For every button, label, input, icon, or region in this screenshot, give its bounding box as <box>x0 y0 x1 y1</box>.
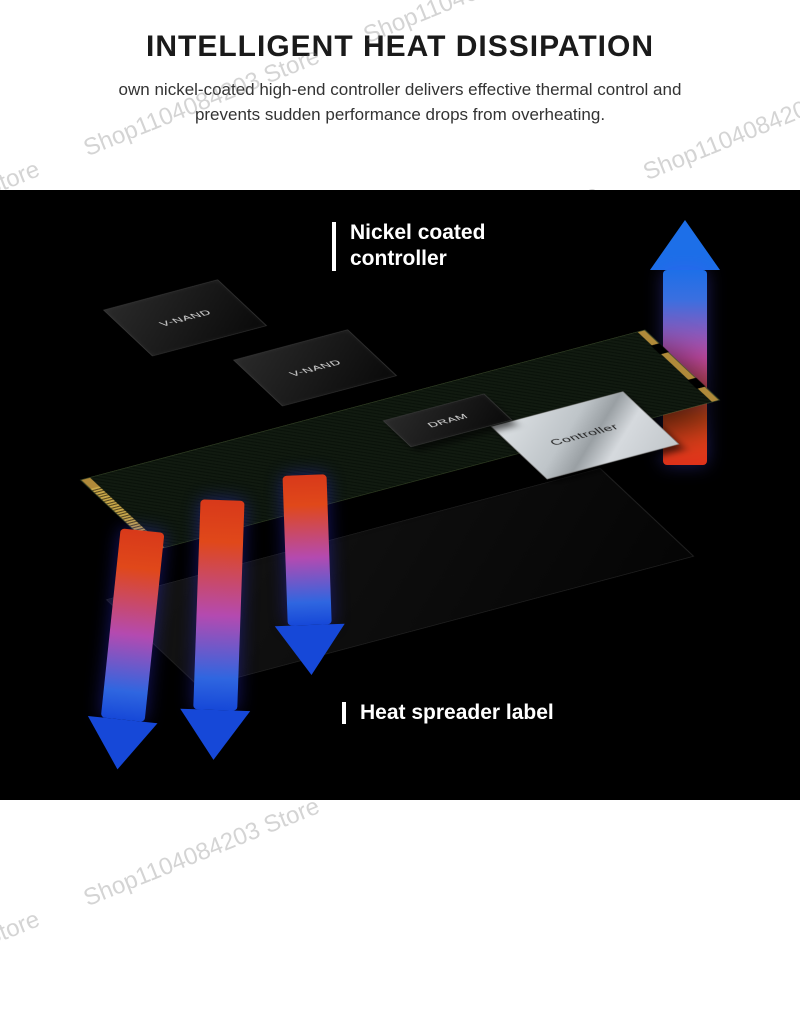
callout-controller-label: Nickel coated controller <box>350 221 485 270</box>
watermark-text: Shop1104084203 Store <box>80 793 324 913</box>
arrow-head-icon <box>275 624 347 676</box>
chip-label: V-NAND <box>287 358 344 378</box>
heat-arrows-down <box>95 510 355 780</box>
vnand-chip: V-NAND <box>103 279 267 356</box>
page-subtitle: own nickel-coated high-end controller de… <box>90 78 710 127</box>
arrow-head-icon <box>650 220 720 270</box>
arrow-shaft-icon <box>101 528 165 722</box>
callout-spreader: Heat spreader label <box>360 700 580 726</box>
page-title: INTELLIGENT HEAT DISSIPATION <box>60 30 740 64</box>
arrow-head-icon <box>178 709 250 761</box>
header: INTELLIGENT HEAT DISSIPATION own nickel-… <box>0 0 800 137</box>
callout-controller: Nickel coated controller <box>350 220 570 273</box>
arrow-shaft-icon <box>193 499 244 710</box>
heat-arrow-down <box>83 527 178 773</box>
arrow-head-icon <box>83 716 158 773</box>
callout-bar-icon <box>332 222 336 271</box>
chip-label: V-NAND <box>157 308 214 328</box>
diagram-stage: Nickel coated controller V-NAND V-NAND D… <box>0 190 800 800</box>
callout-spreader-label: Heat spreader label <box>360 701 554 724</box>
heat-arrow-down <box>178 499 257 761</box>
watermark-text: Shop1104084203 Store <box>0 906 44 1026</box>
heat-arrow-down <box>270 474 347 676</box>
vnand-chip: V-NAND <box>233 329 397 406</box>
callout-bar-icon <box>342 702 346 724</box>
arrow-shaft-icon <box>283 474 332 625</box>
chip-label: Controller <box>548 423 622 448</box>
chip-label: DRAM <box>425 412 471 429</box>
